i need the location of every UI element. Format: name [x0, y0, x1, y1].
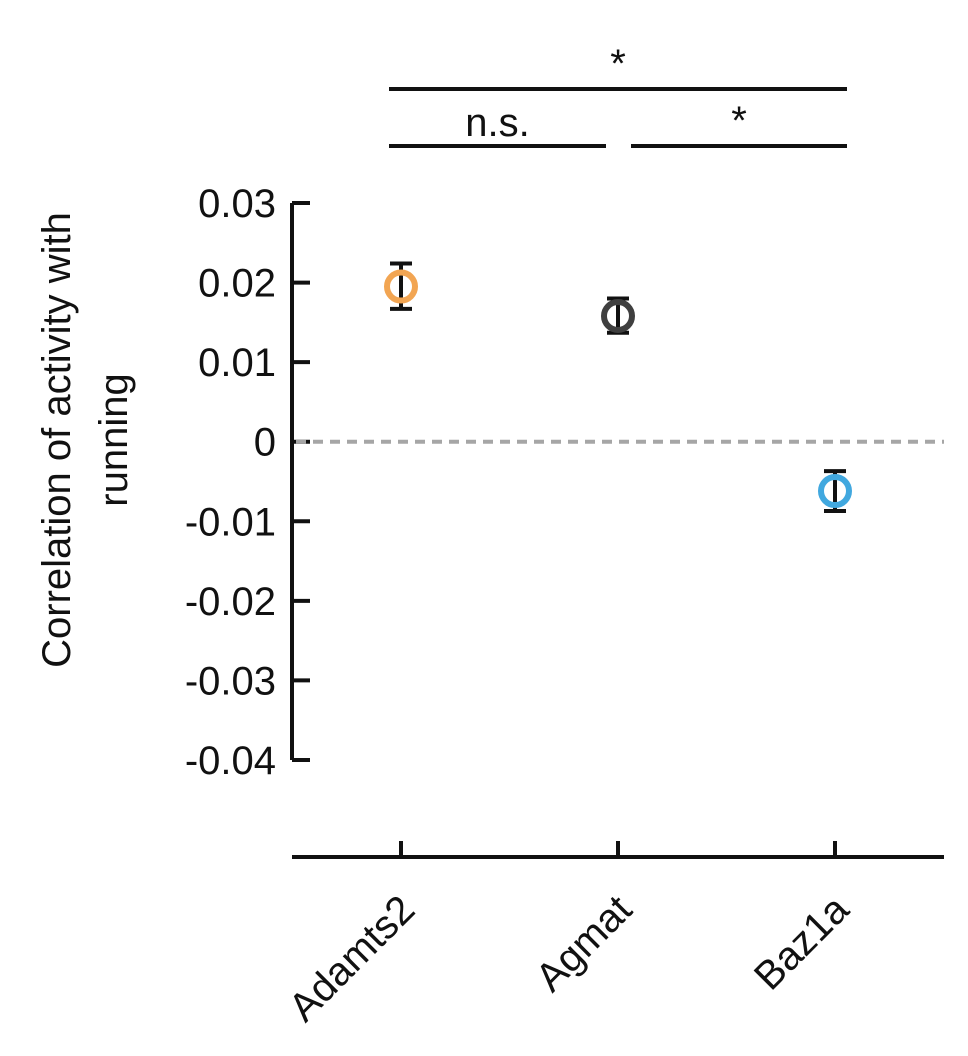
y-axis-label-line-1: Correlation of activity with	[35, 212, 79, 668]
mean-marker	[601, 298, 635, 333]
significance-label: n.s.	[465, 101, 529, 145]
y-tick-label: 0.03	[198, 182, 276, 226]
data-points	[384, 261, 852, 513]
x-axis: Adamts2 Agmat Baz1a	[281, 841, 944, 1030]
y-axis-label: Correlation of activity with running	[35, 212, 136, 668]
x-category-label: Agmat	[528, 887, 641, 1000]
mean-marker	[818, 474, 852, 509]
x-category-label: Adamts2	[281, 887, 424, 1030]
y-tick-label: 0	[254, 421, 276, 465]
y-tick-label: -0.04	[185, 739, 276, 783]
data-point-adamts2	[384, 261, 418, 311]
y-tick-label: -0.02	[185, 580, 276, 624]
mean-marker	[384, 269, 418, 304]
significance-label: *	[610, 42, 626, 86]
y-axis: 0.03 0.02 0.01 0 -0.01 -0.02 -0.03 -0.04	[185, 182, 310, 783]
y-tick-label: 0.01	[198, 341, 276, 385]
significance-label: *	[731, 99, 747, 143]
y-tick-label: -0.03	[185, 659, 276, 703]
significance-brackets: * n.s. *	[389, 42, 847, 148]
y-axis-label-line-2: running	[92, 373, 136, 506]
data-point-agmat	[601, 296, 635, 335]
data-point-baz1a	[818, 469, 852, 513]
y-tick-label: -0.01	[185, 500, 276, 544]
y-tick-label: 0.02	[198, 262, 276, 306]
x-category-label: Baz1a	[746, 887, 858, 999]
